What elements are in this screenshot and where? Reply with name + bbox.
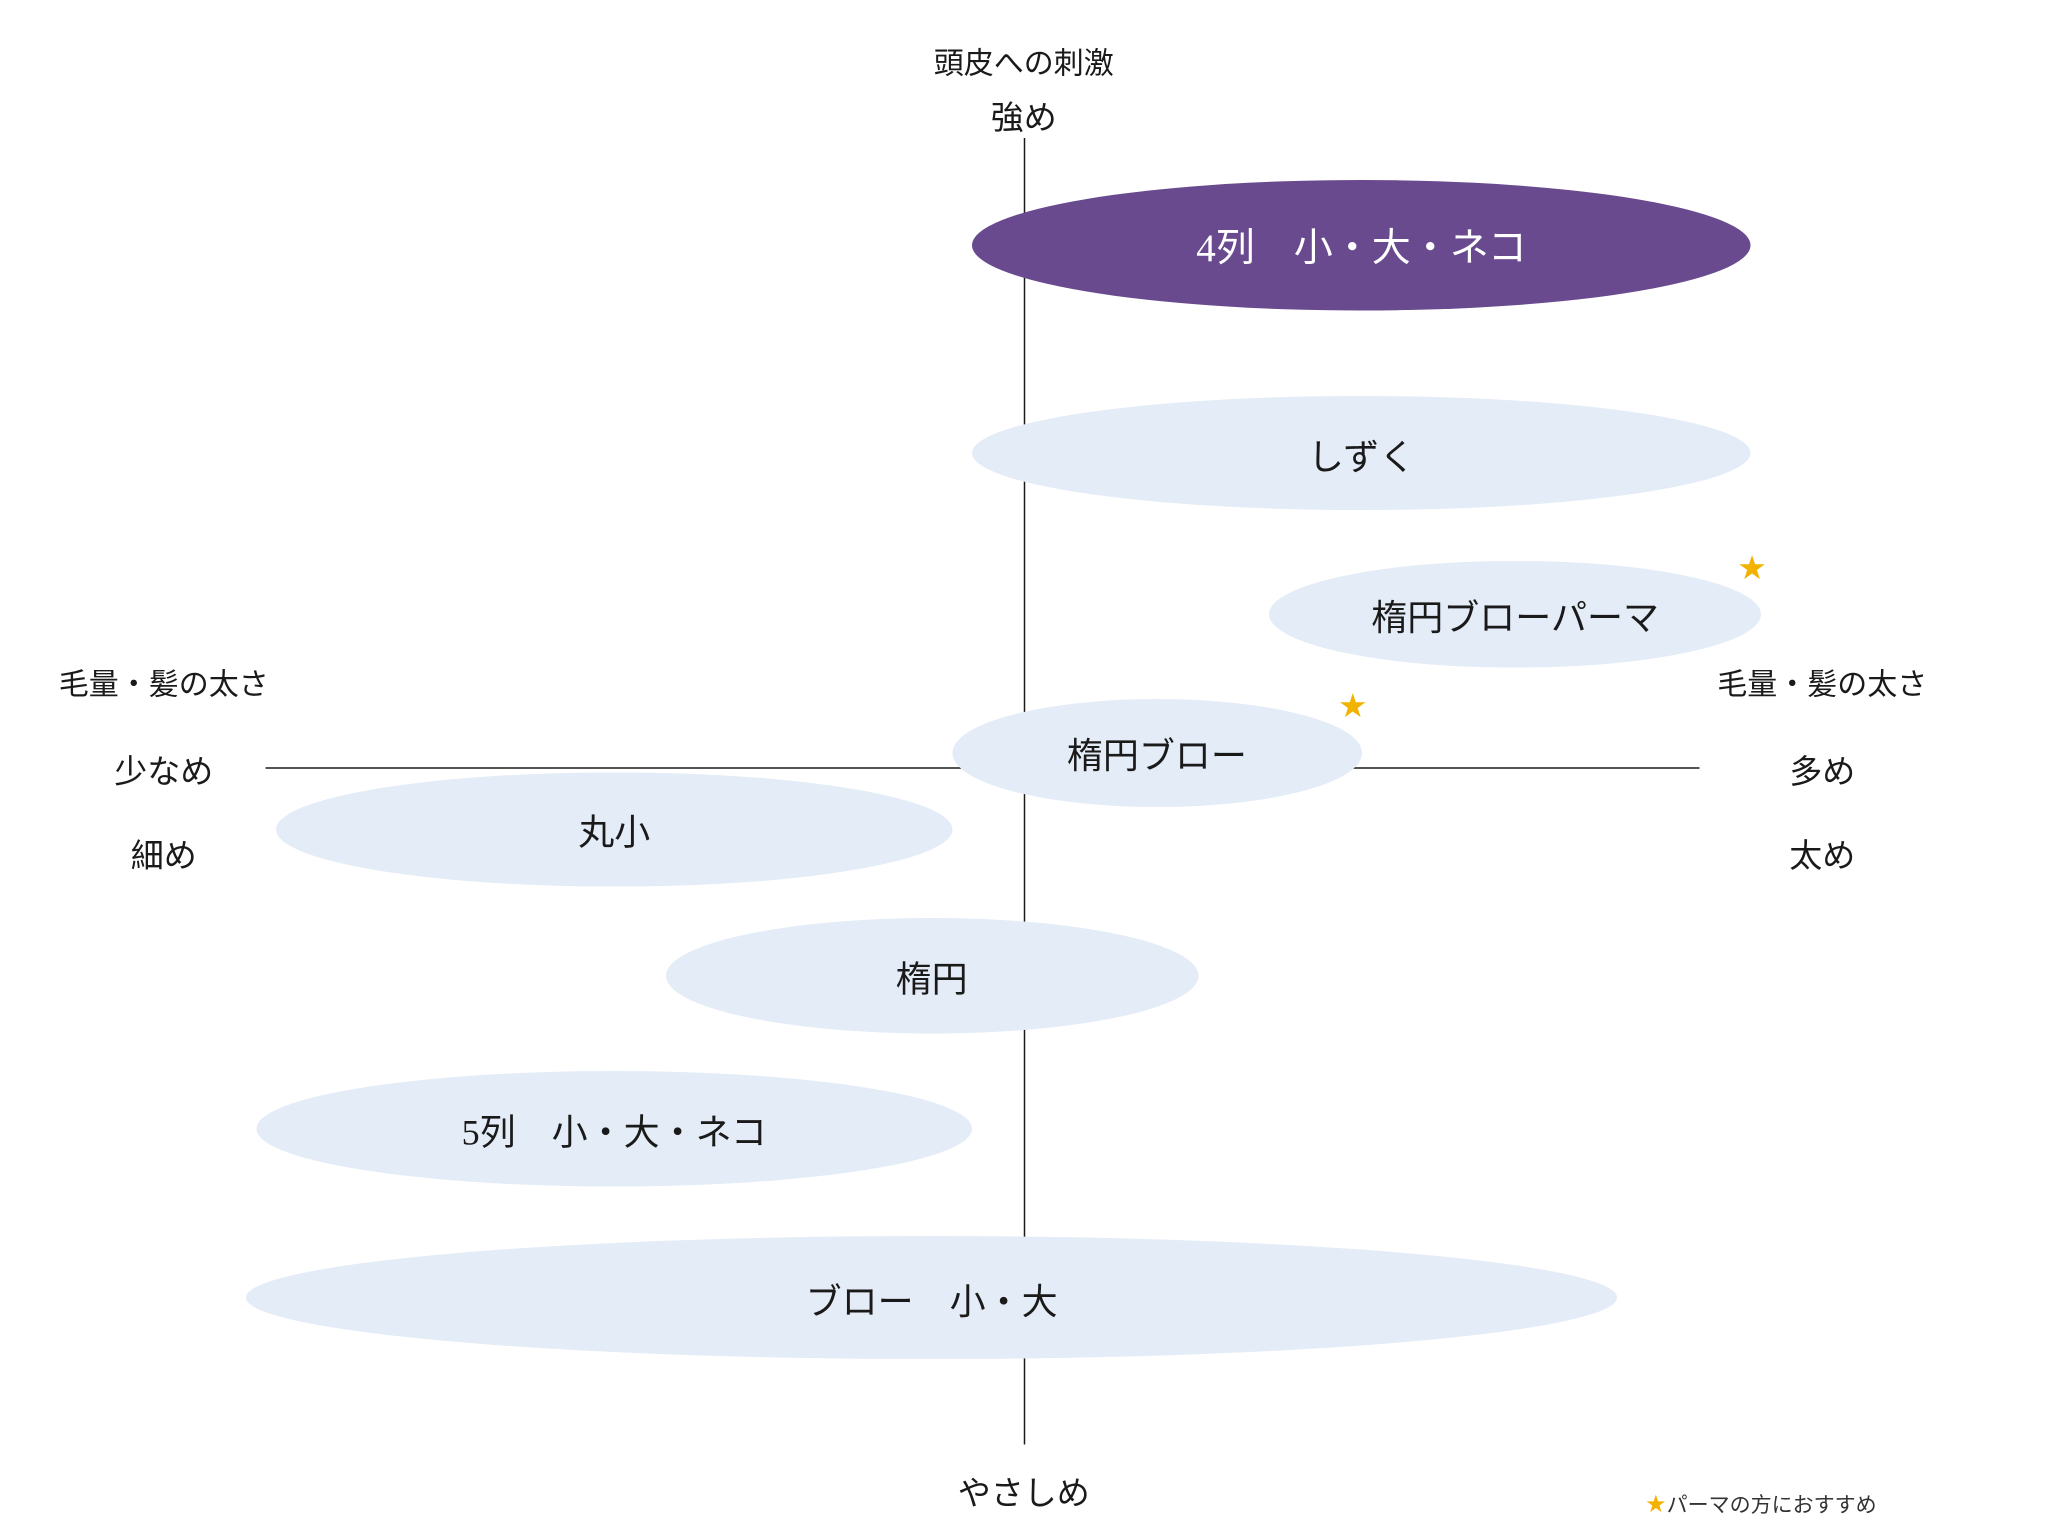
axis-label-top_sub: 強め <box>991 92 1057 140</box>
ellipse-daen-blow: 楕円ブロー★ <box>952 699 1362 807</box>
ellipse-label-5retsu: 5列 小・大・ネコ <box>462 1103 767 1156</box>
star-icon: ★ <box>1338 690 1368 723</box>
legend-text: パーマの方におすすめ <box>1667 1496 1877 1519</box>
ellipse-label-daen: 楕円 <box>896 949 968 1002</box>
ellipse-label-4retsu: 4列 小・大・ネコ <box>1196 218 1527 274</box>
quadrant-diagram: 頭皮への刺激強めやさしめ 毛量・髪の太さ少なめ細め 毛量・髪の太さ多め太め 4列 小・… <box>0 0 2048 1536</box>
ellipse-4retsu: 4列 小・大・ネコ <box>973 180 1751 311</box>
axis-label-right_title: 毛量・髪の太さ <box>1717 660 1927 704</box>
ellipse-label-maru-sho: 丸小 <box>578 803 650 856</box>
ellipse-daen: 楕円 <box>665 918 1197 1033</box>
ellipse-label-blow: ブロー 小・大 <box>806 1272 1058 1325</box>
star-icon: ★ <box>1645 1493 1667 1519</box>
axis-label-left_sub2: 細め <box>131 829 197 877</box>
axis-label-right_sub1: 多め <box>1789 745 1855 793</box>
axis-label-top_title: 頭皮への刺激 <box>934 38 1114 82</box>
axis-label-left_sub1: 少なめ <box>114 745 213 793</box>
ellipse-label-shizuku: しずく <box>1308 427 1415 480</box>
ellipse-shizuku: しずく <box>973 396 1751 511</box>
star-icon: ★ <box>1737 552 1767 585</box>
ellipse-blow: ブロー 小・大 <box>246 1236 1618 1359</box>
legend: ★パーマの方におすすめ <box>1645 1490 1877 1520</box>
axis-label-right_sub2: 太め <box>1789 829 1855 877</box>
axis-label-bottom_sub: やさしめ <box>958 1467 1090 1515</box>
ellipse-maru-sho: 丸小 <box>276 772 952 887</box>
ellipse-daen-blow-perm: 楕円ブローパーマ★ <box>1269 561 1760 669</box>
ellipse-5retsu: 5列 小・大・ネコ <box>256 1071 973 1186</box>
axis-label-left_title: 毛量・髪の太さ <box>59 660 269 704</box>
ellipse-label-daen-blow: 楕円ブロー <box>1067 726 1247 779</box>
ellipse-label-daen-blow-perm: 楕円ブローパーマ <box>1371 588 1659 641</box>
